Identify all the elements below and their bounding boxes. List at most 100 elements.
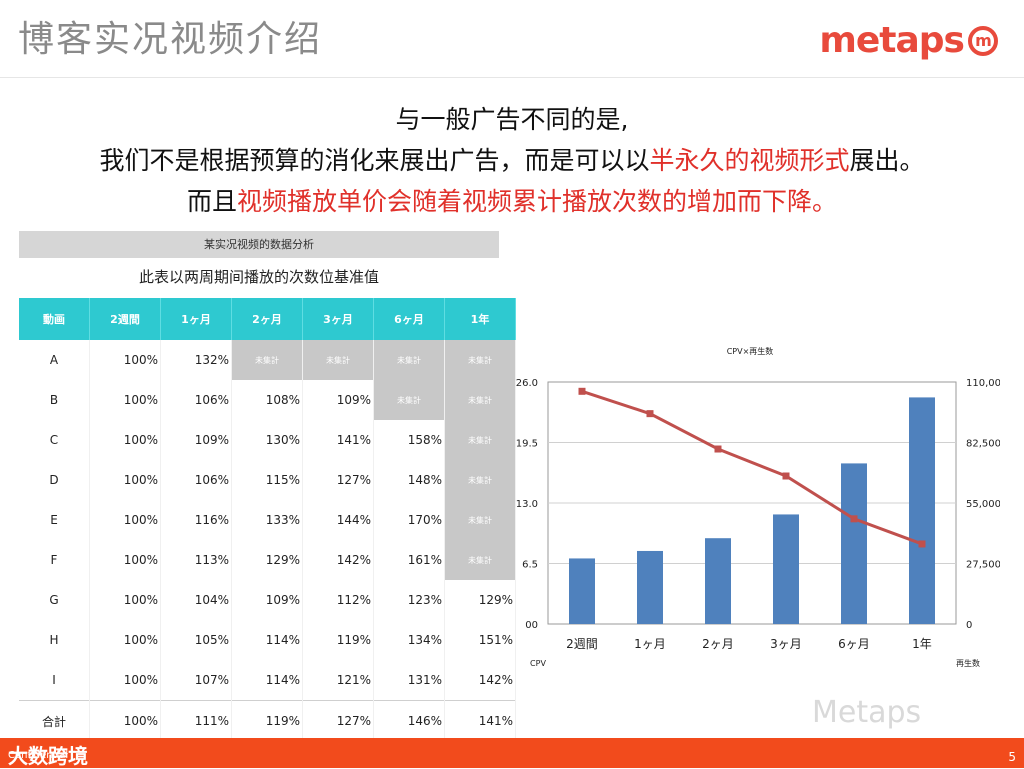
left-axis-label: CPV — [530, 659, 546, 668]
bar-views — [569, 558, 595, 624]
table-caption: 某实况视频的数据分析 — [19, 231, 499, 258]
growth-table: 動画 2週間 1ヶ月 2ヶ月 3ヶ月 6ヶ月 1年 A 100% 132% 未集計 未集計 未集計 未集… — [19, 298, 516, 741]
row-label: G — [19, 580, 90, 620]
not-aggregated-cell: 未集計 — [444, 380, 516, 420]
chart-title: CPV×再生数 — [726, 347, 774, 356]
not-aggregated-cell: 未集計 — [373, 340, 445, 380]
header-divider — [0, 77, 1024, 78]
row-label: E — [19, 500, 90, 540]
cpv-line — [581, 389, 923, 546]
row-label: A — [19, 340, 90, 380]
table-cell: 146% — [373, 700, 445, 741]
table-subtitle: 此表以两周期间播放的次数位基准值 — [138, 268, 379, 286]
headline-text: 而且 — [186, 187, 237, 216]
table-cell: 144% — [302, 500, 374, 540]
left-tick-label: 19.5 — [516, 439, 538, 450]
table-cell: 100% — [89, 380, 161, 420]
headline-line-2: 我们不是根据预算的消化来展出广告，而是可以以半永久的视频形式展出。 — [0, 141, 1024, 177]
table-cell: 142% — [302, 540, 374, 580]
not-aggregated-cell: 未集計 — [444, 500, 516, 540]
table-cell: 127% — [302, 700, 374, 741]
category-label: 1ヶ月 — [634, 637, 666, 651]
page-number: 5 — [1008, 750, 1016, 764]
table-row: F 100% 113% 129% 142% 161% 未集計 — [19, 540, 516, 580]
bar-views — [909, 397, 935, 624]
table-row: D 100% 106% 115% 127% 148% 未集計 — [19, 460, 516, 500]
headline-line-1: 与一般广告不同的是, — [0, 100, 1024, 136]
table-row: E 100% 116% 133% 144% 170% 未集計 — [19, 500, 516, 540]
headline-text: 与一般广告不同的是, — [395, 105, 629, 134]
column-header: 1年 — [444, 298, 516, 340]
column-header: 1ヶ月 — [160, 298, 232, 340]
table-cell: 131% — [373, 660, 445, 701]
table-cell: 129% — [231, 540, 303, 580]
table-cell: 130% — [231, 420, 303, 460]
not-aggregated-cell: 未集計 — [444, 460, 516, 500]
right-tick-label: 110,000 — [966, 378, 1000, 389]
category-label: 6ヶ月 — [838, 637, 870, 651]
headline-line-3: 而且视频播放单价会随着视频累计播放次数的增加而下降。 — [0, 182, 1024, 218]
table-cell: 109% — [160, 420, 232, 460]
not-aggregated-cell: 未集計 — [302, 340, 374, 380]
right-tick-label: 27,500 — [966, 560, 1000, 571]
cpv-point — [782, 472, 790, 480]
left-tick-label: 6.5 — [522, 560, 538, 571]
table-cell: 133% — [231, 500, 303, 540]
row-label: 合計 — [19, 700, 90, 741]
logo-mark-icon: m — [968, 25, 998, 56]
table-cell: 100% — [89, 660, 161, 701]
row-label: C — [19, 420, 90, 460]
table-cell: 105% — [160, 620, 232, 660]
row-label: H — [19, 620, 90, 660]
table-cell: 111% — [160, 700, 232, 741]
table-body: A 100% 132% 未集計 未集計 未集計 未集計 B 100% 106% 108% 109% 未集… — [19, 340, 516, 741]
table-cell: 115% — [231, 460, 303, 500]
table-cell: 100% — [89, 700, 161, 741]
cpv-views-chart: 00 6.5 13.0 19.5 26.0 0 27,500 55,000 82,500 110,… — [516, 378, 1000, 668]
table-cell: 112% — [302, 580, 374, 620]
column-header: 動画 — [19, 298, 90, 340]
table-cell: 158% — [373, 420, 445, 460]
column-header: 3ヶ月 — [302, 298, 374, 340]
table-cell: 100% — [89, 580, 161, 620]
table-cell: 129% — [444, 580, 516, 620]
watermark: Metaps — [812, 695, 922, 730]
table-cell: 121% — [302, 660, 374, 701]
left-tick-label: 13.0 — [516, 499, 538, 510]
right-tick-label: 82,500 — [966, 439, 1000, 450]
table-row: A 100% 132% 未集計 未集計 未集計 未集計 — [19, 340, 516, 380]
headline-text: 我们不是根据预算的消化来展出广告，而是可以以 — [99, 146, 650, 175]
table-row: B 100% 106% 108% 109% 未集計 未集計 — [19, 380, 516, 420]
table-cell: 127% — [302, 460, 374, 500]
table-row: I 100% 107% 114% 121% 131% 142% — [19, 660, 516, 701]
table-header-row: 動画 2週間 1ヶ月 2ヶ月 3ヶ月 6ヶ月 1年 — [19, 298, 516, 340]
table-cell: 119% — [302, 620, 374, 660]
table-row: G 100% 104% 109% 112% 123% 129% — [19, 580, 516, 620]
headline-highlight: 视频播放单价会随着视频累计播放次数的增加而下降。 — [237, 187, 838, 216]
not-aggregated-cell: 未集計 — [231, 340, 303, 380]
right-tick-label: 55,000 — [966, 499, 1000, 510]
table-cell: 106% — [160, 380, 232, 420]
not-aggregated-cell: 未集計 — [444, 340, 516, 380]
table-cell: 123% — [373, 580, 445, 620]
left-tick-label: 26.0 — [516, 378, 538, 389]
table-cell: 100% — [89, 340, 161, 380]
row-label: F — [19, 540, 90, 580]
table-cell: 161% — [373, 540, 445, 580]
row-label: I — [19, 660, 90, 701]
table-cell: 104% — [160, 580, 232, 620]
table-row: C 100% 109% 130% 141% 158% 未集計 — [19, 420, 516, 460]
table-cell: 100% — [89, 500, 161, 540]
table-cell: 114% — [231, 660, 303, 701]
table-cell: 100% — [89, 420, 161, 460]
bar-views — [705, 538, 731, 624]
table-cell: 142% — [444, 660, 516, 701]
footer-bar: 大数跨境 — [0, 738, 1024, 768]
table-cell: 107% — [160, 660, 232, 701]
column-header: 6ヶ月 — [373, 298, 445, 340]
right-tick-label: 0 — [966, 620, 972, 631]
column-header: 2ヶ月 — [231, 298, 303, 340]
metaps-logo: metaps m — [819, 20, 998, 61]
cpv-point — [646, 410, 654, 418]
table-cell: 106% — [160, 460, 232, 500]
